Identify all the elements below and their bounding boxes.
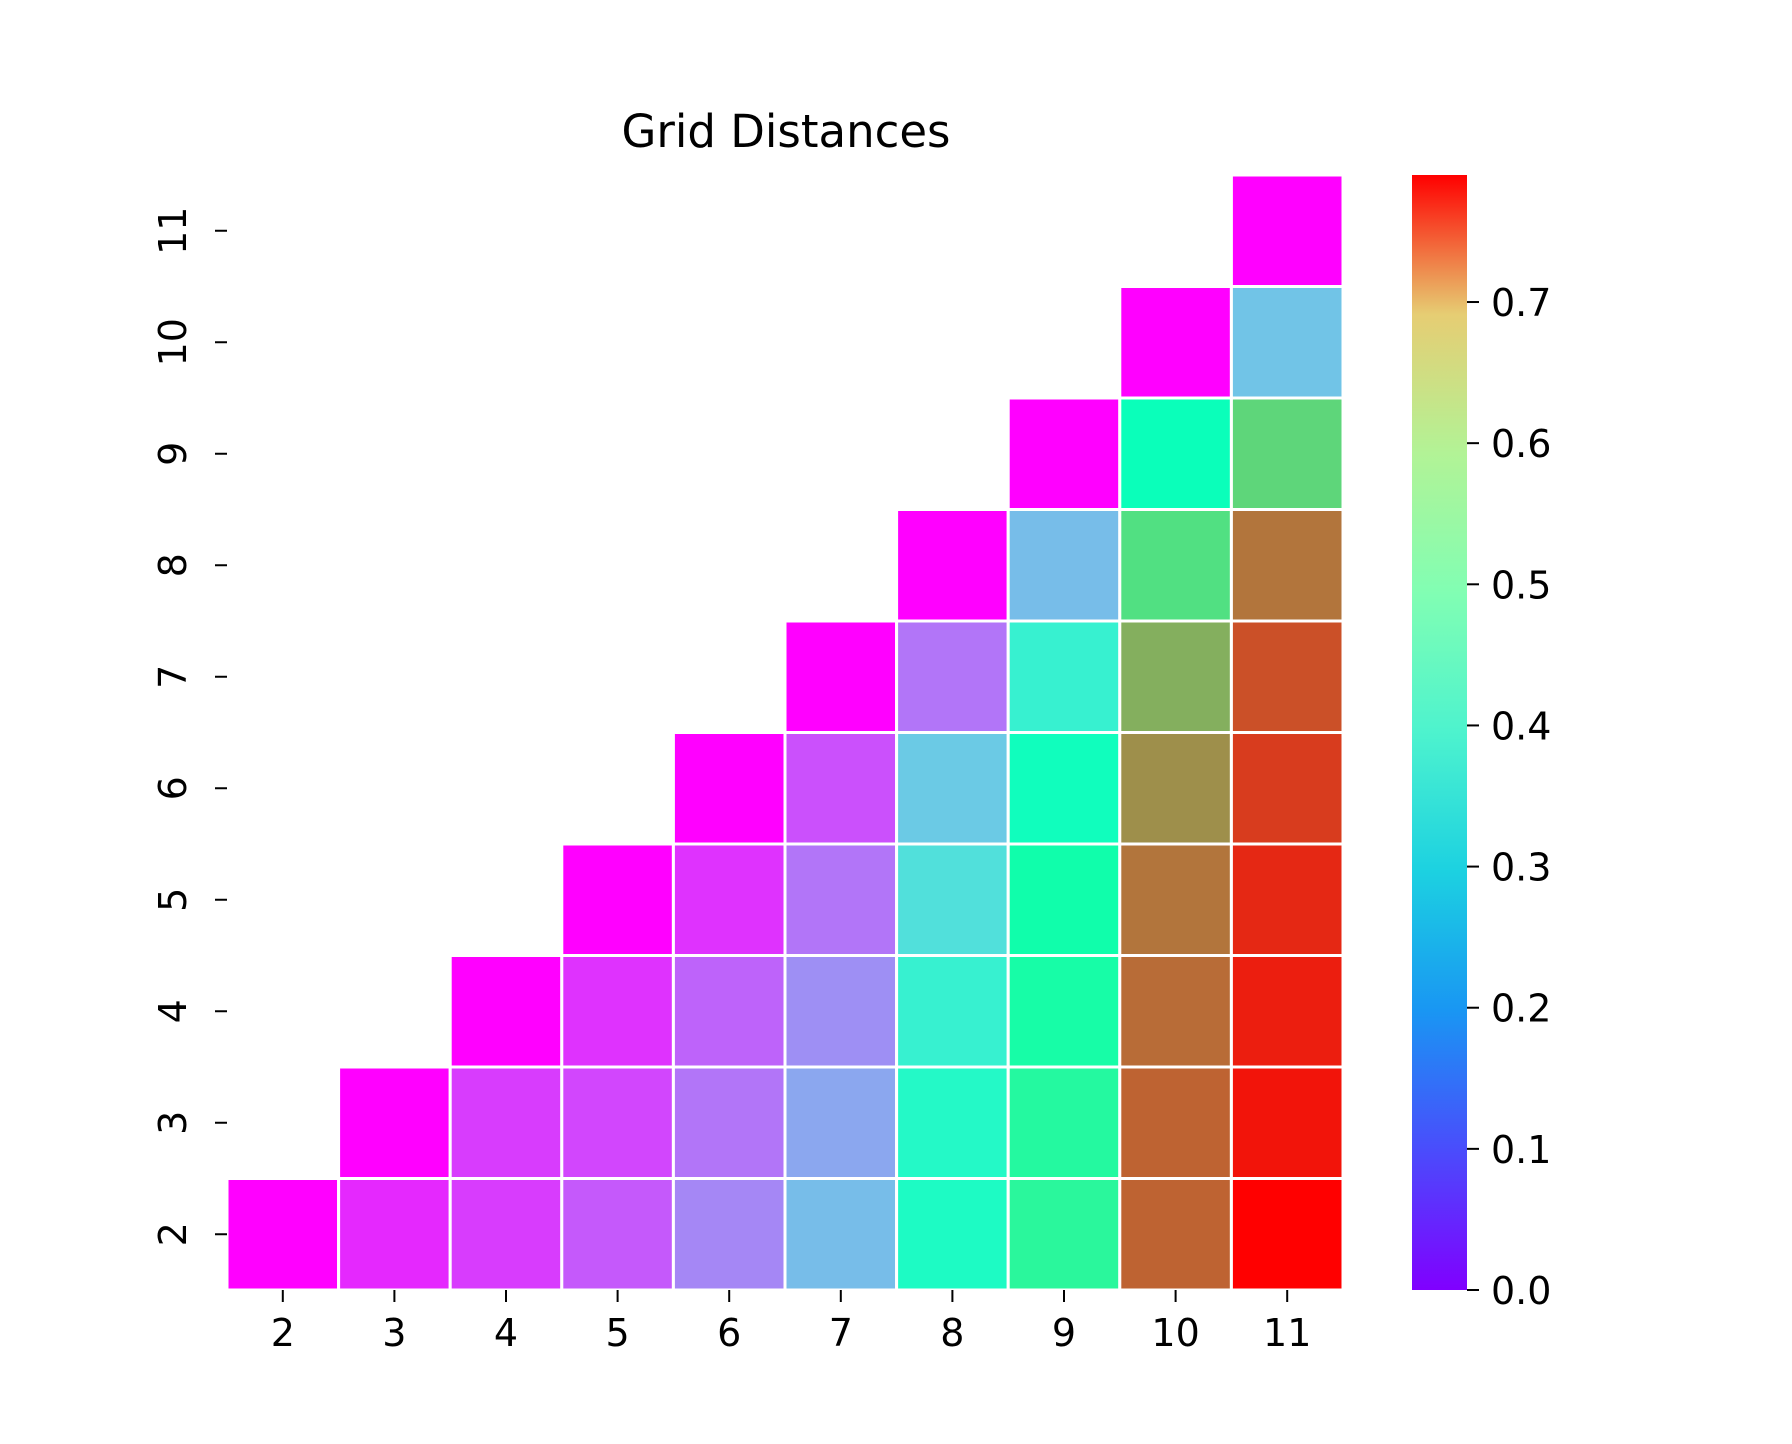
heatmap-cell — [783, 842, 899, 957]
heatmap-cell — [337, 1065, 452, 1180]
heatmap-cell — [1229, 173, 1345, 288]
heatmap-cell — [448, 1177, 564, 1292]
colorbar-tick-label: 0.6 — [1491, 422, 1551, 466]
colorbar: 0.0 0.1 0.2 0.3 0.4 0.5 0.6 0.7 — [1412, 175, 1551, 1313]
y-axis: 2 3 4 5 6 7 8 9 10 11 — [151, 207, 227, 1246]
heatmap-cell — [1118, 285, 1233, 400]
y-tick-label: 2 — [151, 1222, 195, 1246]
heatmap-cell — [1006, 842, 1122, 957]
heatmap-cell — [671, 954, 787, 1069]
heatmap-cell — [1118, 954, 1233, 1069]
heatmap-cell — [895, 1177, 1010, 1292]
y-tick-label: 8 — [151, 553, 195, 577]
heatmap-cell — [1229, 619, 1345, 734]
heatmap-cell — [225, 1177, 341, 1292]
x-tick-label: 9 — [1052, 1311, 1076, 1355]
x-tick-label: 11 — [1263, 1311, 1311, 1355]
heatmap-cell — [895, 619, 1010, 734]
heatmap-cell — [1118, 1065, 1233, 1180]
heatmap-cell — [1118, 1177, 1233, 1292]
heatmap-cell — [671, 1177, 787, 1292]
heatmap-cell — [1229, 285, 1345, 400]
heatmap-cell — [1006, 619, 1122, 734]
heatmap-cell — [671, 1065, 787, 1180]
x-tick-label: 8 — [940, 1311, 964, 1355]
heatmap-cell — [671, 731, 787, 846]
heatmap-cell — [1006, 1065, 1122, 1180]
x-tick-label: 7 — [829, 1311, 853, 1355]
colorbar-tick-label: 0.2 — [1491, 987, 1551, 1031]
y-tick-label: 5 — [151, 888, 195, 912]
heatmap-cell — [1006, 396, 1122, 511]
heatmap-cell — [1229, 954, 1345, 1069]
heatmap-cell — [1118, 508, 1233, 623]
heatmap-cell — [783, 1177, 899, 1292]
heatmap-cell — [1006, 1177, 1122, 1292]
y-tick-label: 7 — [151, 665, 195, 689]
heatmap-cell — [560, 1177, 675, 1292]
x-tick-label: 3 — [382, 1311, 406, 1355]
y-tick-label: 4 — [151, 999, 195, 1023]
colorbar-tick-label: 0.1 — [1491, 1128, 1551, 1172]
heatmap-cell — [783, 954, 899, 1069]
heatmap-cell — [1118, 731, 1233, 846]
y-tick-label: 9 — [151, 442, 195, 466]
heatmap-cell — [783, 1065, 899, 1180]
chart-title: Grid Distances — [622, 105, 951, 158]
colorbar-tick-label: 0.3 — [1491, 846, 1551, 890]
y-tick-label: 11 — [151, 207, 195, 255]
x-tick-label: 6 — [717, 1311, 741, 1355]
heatmap-cell — [783, 619, 899, 734]
heatmap-cells — [225, 173, 1345, 1292]
heatmap-cell — [1229, 1065, 1345, 1180]
heatmap-cell — [895, 508, 1010, 623]
heatmap-cell — [1229, 508, 1345, 623]
heatmap-cell — [1006, 954, 1122, 1069]
colorbar-tick-label: 0.0 — [1491, 1269, 1551, 1313]
y-tick-label: 6 — [151, 776, 195, 800]
heatmap-cell — [1118, 619, 1233, 734]
colorbar-tick-label: 0.7 — [1491, 281, 1551, 325]
y-tick-label: 3 — [151, 1111, 195, 1135]
heatmap-cell — [895, 1065, 1010, 1180]
heatmap-cell — [560, 842, 675, 957]
x-tick-label: 2 — [271, 1311, 295, 1355]
y-tick-label: 10 — [151, 318, 195, 366]
x-tick-label: 10 — [1151, 1311, 1199, 1355]
heatmap-cell — [560, 954, 675, 1069]
heatmap-cell — [1229, 842, 1345, 957]
x-tick-label: 5 — [606, 1311, 630, 1355]
heatmap-cell — [1229, 396, 1345, 511]
heatmap-cell — [895, 731, 1010, 846]
heatmap-cell — [1118, 842, 1233, 957]
heatmap-cell — [783, 731, 899, 846]
colorbar-gradient — [1412, 175, 1467, 1290]
heatmap-cell — [1229, 1177, 1345, 1292]
heatmap-cell — [1006, 508, 1122, 623]
heatmap-cell — [895, 954, 1010, 1069]
heatmap-cell — [448, 954, 564, 1069]
x-axis: 2 3 4 5 6 7 8 9 10 11 — [271, 1290, 1311, 1355]
heatmap-cell — [671, 842, 787, 957]
colorbar-tick-label: 0.4 — [1491, 704, 1551, 748]
heatmap-cell — [1006, 731, 1122, 846]
heatmap-cell — [560, 1065, 675, 1180]
heatmap-cell — [1118, 396, 1233, 511]
heatmap-cell — [895, 842, 1010, 957]
heatmap-cell — [337, 1177, 452, 1292]
colorbar-tick-label: 0.5 — [1491, 563, 1551, 607]
heatmap-cell — [1229, 731, 1345, 846]
x-tick-label: 4 — [494, 1311, 518, 1355]
heatmap-cell — [448, 1065, 564, 1180]
